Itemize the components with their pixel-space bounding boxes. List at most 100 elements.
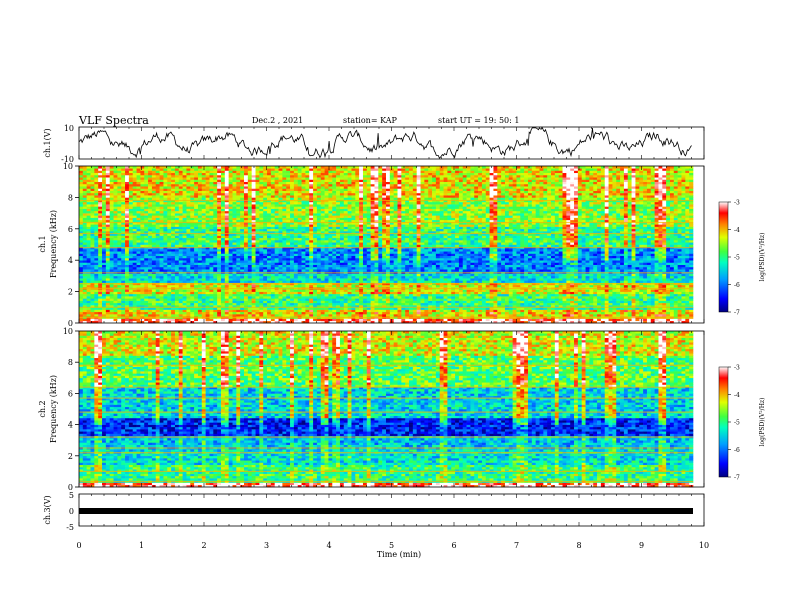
ch1-spectrogram-cell (224, 269, 229, 272)
ch1-spectrogram-cell (186, 260, 191, 263)
ch1-spectrogram-cell (301, 242, 306, 245)
ch1-spectrogram-cell (278, 273, 283, 277)
ch1-spectrogram-cell (98, 213, 103, 216)
ch1-spectrogram-cell (313, 181, 318, 185)
ch1-spectrogram-cell (244, 314, 249, 317)
ch1-spectrogram-cell (136, 192, 141, 196)
ch1-spectrogram-cell (98, 280, 103, 283)
ch1-spectrogram-cell (251, 215, 256, 218)
ch1-spectrogram-cell (316, 235, 322, 239)
ch1-spectrogram-cell (305, 177, 310, 180)
ch1-spectrogram-cell (343, 215, 348, 218)
ch1-spectrogram-cell (90, 309, 95, 313)
ch1-spectrogram-cell (171, 235, 176, 239)
ch1-spectrogram-cell (121, 284, 126, 288)
ch1-spectrogram-cell (316, 318, 322, 322)
ch1-spectrogram-cell (270, 195, 276, 198)
ch1-spectrogram-cell (113, 166, 118, 169)
ch1-spectrogram-cell (190, 174, 195, 178)
ch1-spectrogram-cell (232, 210, 237, 214)
ch1-spectrogram-cell (86, 320, 91, 324)
ch1-spectrogram-cell (201, 219, 206, 223)
ch1-spectrogram-cell (339, 284, 345, 288)
ch1-spectrogram-cell (159, 302, 164, 306)
ch1-spectrogram-cell (109, 237, 114, 241)
ch1-spectrogram-cell (224, 217, 229, 221)
ch1-spectrogram-cell (313, 166, 318, 169)
ch1-spectrogram-cell (220, 177, 226, 180)
ch1-spectrogram-cell (236, 291, 241, 295)
ch1-spectrogram-cell (232, 302, 237, 306)
ch1-spectrogram-cell (151, 174, 157, 178)
ch1-spectrogram-cell (313, 188, 318, 191)
ch1-spectrogram-cell (132, 188, 137, 191)
ch1-spectrogram-cell (205, 222, 210, 225)
ch1-spectrogram-cell (182, 291, 187, 295)
ch1-spectrogram-cell (144, 305, 149, 308)
ch1-spectrogram-cell (90, 280, 95, 283)
ch1-spectrogram-cell (351, 298, 356, 301)
ch1-spectrogram-cell (105, 318, 110, 322)
ch1-spectrogram-cell (102, 240, 107, 243)
ch1-spectrogram-cell (178, 293, 183, 297)
ch1-spectrogram-cell (305, 318, 310, 322)
ch1-spectrogram-cell (263, 318, 268, 322)
ch1-spectrogram-cell (267, 201, 272, 205)
ch1-spectrogram-cell (316, 215, 322, 218)
ch1-spectrogram-cell (113, 195, 118, 198)
ch1-spectrogram-cell (167, 168, 172, 171)
ch1-spectrogram-cell (255, 224, 260, 227)
ch1-spectrogram-cell (113, 215, 118, 218)
ch1-spectrogram-cell (290, 284, 295, 288)
ch1-spectrogram-cell (190, 273, 195, 277)
ch1-spectrogram-cell (328, 231, 333, 234)
ch1-spectrogram-cell (174, 262, 180, 265)
ch1-spectrogram-cell (132, 183, 137, 187)
ch1-spectrogram-cell (121, 172, 126, 176)
ch1-spectrogram-cell (174, 208, 180, 212)
ch1-spectrogram-cell (343, 217, 348, 221)
ch1-spectrogram-cell (136, 181, 141, 185)
ch1-spectrogram-cell (240, 166, 245, 169)
ch1-spectrogram-cell (171, 318, 176, 322)
ch1-spectrogram-cell (186, 201, 191, 205)
ch1-spectrogram-cell (128, 305, 134, 308)
ch1-spectrogram-cell (240, 305, 245, 308)
ch1-spectrogram-cell (255, 201, 260, 205)
ch1-spectrogram-cell (125, 228, 130, 232)
ch1-spectrogram-cell (336, 296, 341, 299)
ch1-spectrogram-cell (117, 298, 122, 301)
ch1-spectrogram-cell (167, 264, 172, 268)
ch1-spectrogram-cell (217, 260, 222, 263)
ch1-spectrogram-cell (159, 170, 164, 174)
ch1-spectrogram-cell (332, 172, 337, 176)
ch1-spectrogram-cell (224, 201, 229, 205)
ch1-spectrogram-cell (209, 302, 214, 306)
ch1-spectrogram-cell (236, 195, 241, 198)
ch1-spectrogram-cell (155, 192, 160, 196)
ch1-spectrogram-cell (217, 181, 222, 185)
ch1-spectrogram-cell (151, 240, 157, 243)
ch1-spectrogram-cell (148, 201, 153, 205)
ch1-spectrogram-cell (148, 262, 153, 265)
ch1-spectrogram-cell (213, 289, 218, 292)
ch1-spectrogram-cell (102, 309, 107, 313)
ch1-spectrogram-cell (117, 206, 122, 209)
ch1-spectrogram-cell (270, 242, 276, 245)
ch1-spectrogram-cell (305, 166, 310, 169)
ch1-spectrogram-cell (82, 215, 87, 218)
ch1-spectrogram-cell (228, 296, 233, 299)
ch1-spectrogram-cell (328, 233, 333, 236)
ch1-spectrogram-cell (213, 204, 218, 207)
ch1-spectrogram-cell (167, 213, 172, 216)
ch1-spectrogram-cell (255, 233, 260, 236)
ch1-spectrogram-cell (86, 166, 91, 169)
ch1-spectrogram-cell (316, 219, 322, 223)
ch1-spectrogram-cell (125, 208, 130, 212)
ch1-spectrogram-cell (132, 179, 137, 182)
ch1-spectrogram-cell (270, 318, 276, 322)
ch1-spectrogram-cell (102, 219, 107, 223)
ch1-spectrogram-cell (94, 181, 99, 185)
ch1-spectrogram-cell (232, 273, 237, 277)
ch1-spectrogram-cell (144, 278, 149, 281)
